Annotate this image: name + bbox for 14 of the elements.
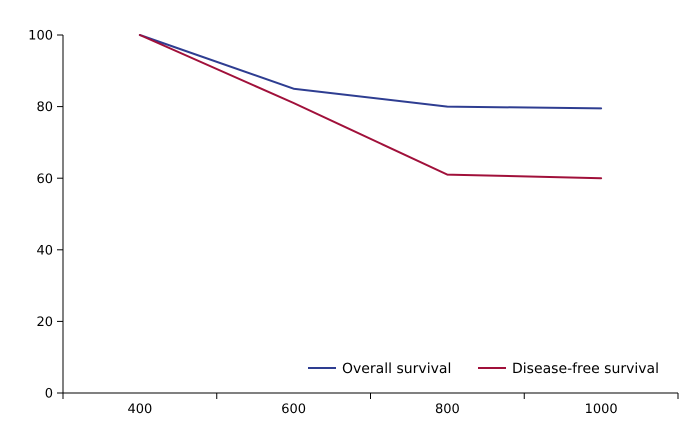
y-tick-label: 60	[36, 172, 53, 187]
line-series	[138, 34, 602, 110]
y-tick-label: 20	[36, 314, 53, 330]
x-tick-label: 1000	[584, 402, 618, 417]
y-tick-label: 80	[36, 100, 53, 116]
y-tick-label: 100	[28, 28, 53, 44]
line-series	[138, 34, 602, 180]
x-tick-label: 600	[281, 402, 306, 417]
x-tick-label: 400	[127, 402, 152, 417]
y-tick-label: 0	[44, 386, 53, 402]
legend-label: Disease-free survival	[512, 360, 660, 377]
x-tick-label: 800	[434, 402, 460, 417]
y-tick-label: 40	[36, 243, 53, 258]
legend-label: Overall survival	[342, 360, 452, 377]
